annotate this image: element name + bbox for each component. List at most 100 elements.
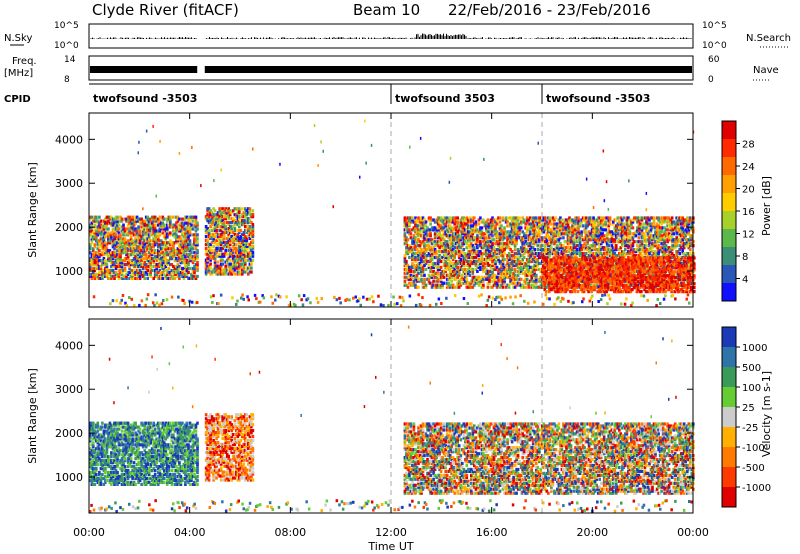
heatmap-cell — [601, 267, 604, 271]
heatmap-cell — [184, 235, 187, 239]
heatmap-cell — [535, 234, 538, 238]
heatmap-cell — [580, 252, 583, 256]
heatmap-cell — [149, 217, 152, 221]
heatmap-cell — [403, 220, 407, 224]
heatmap-cell — [524, 240, 527, 244]
heatmap-cell — [150, 223, 154, 227]
heatmap-cell — [102, 247, 106, 251]
heatmap-cell — [238, 225, 241, 229]
heatmap-cell — [525, 261, 529, 266]
heatmap-cell — [467, 271, 470, 275]
heatmap-cell — [421, 273, 425, 277]
heatmap-cell — [433, 263, 437, 267]
heatmap-cell — [119, 259, 122, 263]
heatmap-cell — [581, 273, 585, 277]
heatmap-cell — [562, 244, 565, 248]
heatmap-cell — [105, 274, 109, 278]
heatmap-cell — [250, 228, 253, 233]
heatmap-cell — [193, 223, 196, 227]
heatmap-cell — [548, 248, 552, 252]
heatmap-cell — [438, 240, 441, 244]
heatmap-cell — [429, 228, 432, 232]
heatmap-cell — [515, 216, 518, 220]
heatmap-cell — [403, 263, 407, 267]
heatmap-cell — [538, 261, 541, 266]
heatmap-cell — [414, 238, 417, 242]
heatmap-cell — [581, 246, 585, 250]
heatmap-cell — [485, 226, 488, 230]
heatmap-cell — [536, 222, 540, 226]
heatmap-cell — [231, 244, 235, 248]
heatmap-cell — [423, 281, 426, 285]
heatmap-cell — [550, 232, 553, 236]
heatmap-cell — [231, 209, 235, 213]
heatmap-cell — [471, 261, 475, 266]
heatmap-cell — [415, 220, 419, 224]
heatmap-cell — [433, 240, 437, 244]
heatmap-cell — [574, 230, 577, 234]
heatmap-cell — [479, 228, 482, 232]
heatmap-cell — [602, 248, 606, 252]
heatmap-cell — [412, 257, 416, 262]
heatmap-cell — [144, 270, 148, 275]
heatmap-cell — [439, 242, 443, 246]
heatmap-cell — [132, 251, 136, 255]
heatmap-cell — [90, 229, 94, 233]
heatmap-cell — [144, 233, 148, 237]
heatmap-cell — [470, 224, 473, 228]
heatmap-cell — [622, 216, 626, 220]
heatmap-cell — [152, 231, 155, 235]
heatmap-cell — [415, 230, 419, 234]
heatmap-cell — [453, 269, 456, 273]
heatmap-cell — [152, 251, 155, 255]
heatmap-cell — [571, 218, 574, 222]
heatmap-cell — [149, 249, 152, 253]
heatmap-cell — [528, 232, 532, 236]
heatmap-cell — [238, 223, 241, 227]
heatmap-cell — [120, 272, 124, 276]
heatmap-cell — [439, 277, 443, 281]
heatmap-cell — [99, 223, 103, 227]
heatmap-cell — [476, 244, 479, 248]
heatmap-cell — [210, 211, 214, 215]
heatmap-cell — [486, 275, 490, 279]
heatmap-cell — [228, 252, 232, 256]
heatmap-cell — [110, 223, 113, 227]
heatmap-cell — [196, 274, 199, 278]
heatmap-cell — [96, 255, 100, 259]
heatmap-cell — [441, 275, 444, 279]
heatmap-cell — [461, 273, 464, 277]
heatmap-cell — [512, 259, 515, 264]
heatmap-cell — [468, 216, 472, 220]
heatmap-cell — [185, 268, 189, 273]
heatmap-cell — [457, 244, 461, 248]
heatmap-cell — [409, 273, 413, 277]
heatmap-cell — [584, 226, 588, 230]
heatmap-cell — [175, 229, 178, 233]
heatmap-cell — [204, 238, 208, 242]
heatmap-cell — [595, 283, 598, 287]
heatmap-cell — [574, 228, 577, 232]
heatmap-cell — [150, 233, 154, 237]
heatmap-cell — [577, 232, 580, 236]
heatmap-cell — [545, 232, 549, 236]
heatmap-cell — [501, 216, 505, 220]
heatmap-cell — [439, 218, 443, 222]
heatmap-cell — [409, 216, 413, 220]
heatmap-cell — [559, 246, 562, 250]
heatmap-cell — [450, 255, 453, 260]
heatmap-cell — [599, 222, 603, 226]
heatmap-cell — [191, 215, 195, 219]
heatmap-cell — [119, 251, 122, 255]
heatmap-cell — [473, 279, 476, 283]
heatmap-cell — [509, 240, 512, 244]
heatmap-cell — [93, 255, 97, 259]
heatmap-cell — [213, 270, 217, 274]
heatmap-cell — [427, 281, 431, 285]
heatmap-cell — [516, 281, 520, 285]
heatmap-cell — [126, 227, 130, 231]
heatmap-cell — [448, 263, 452, 267]
heatmap-cell — [462, 218, 466, 222]
heatmap-cell — [607, 248, 610, 252]
heatmap-cell — [605, 246, 609, 250]
